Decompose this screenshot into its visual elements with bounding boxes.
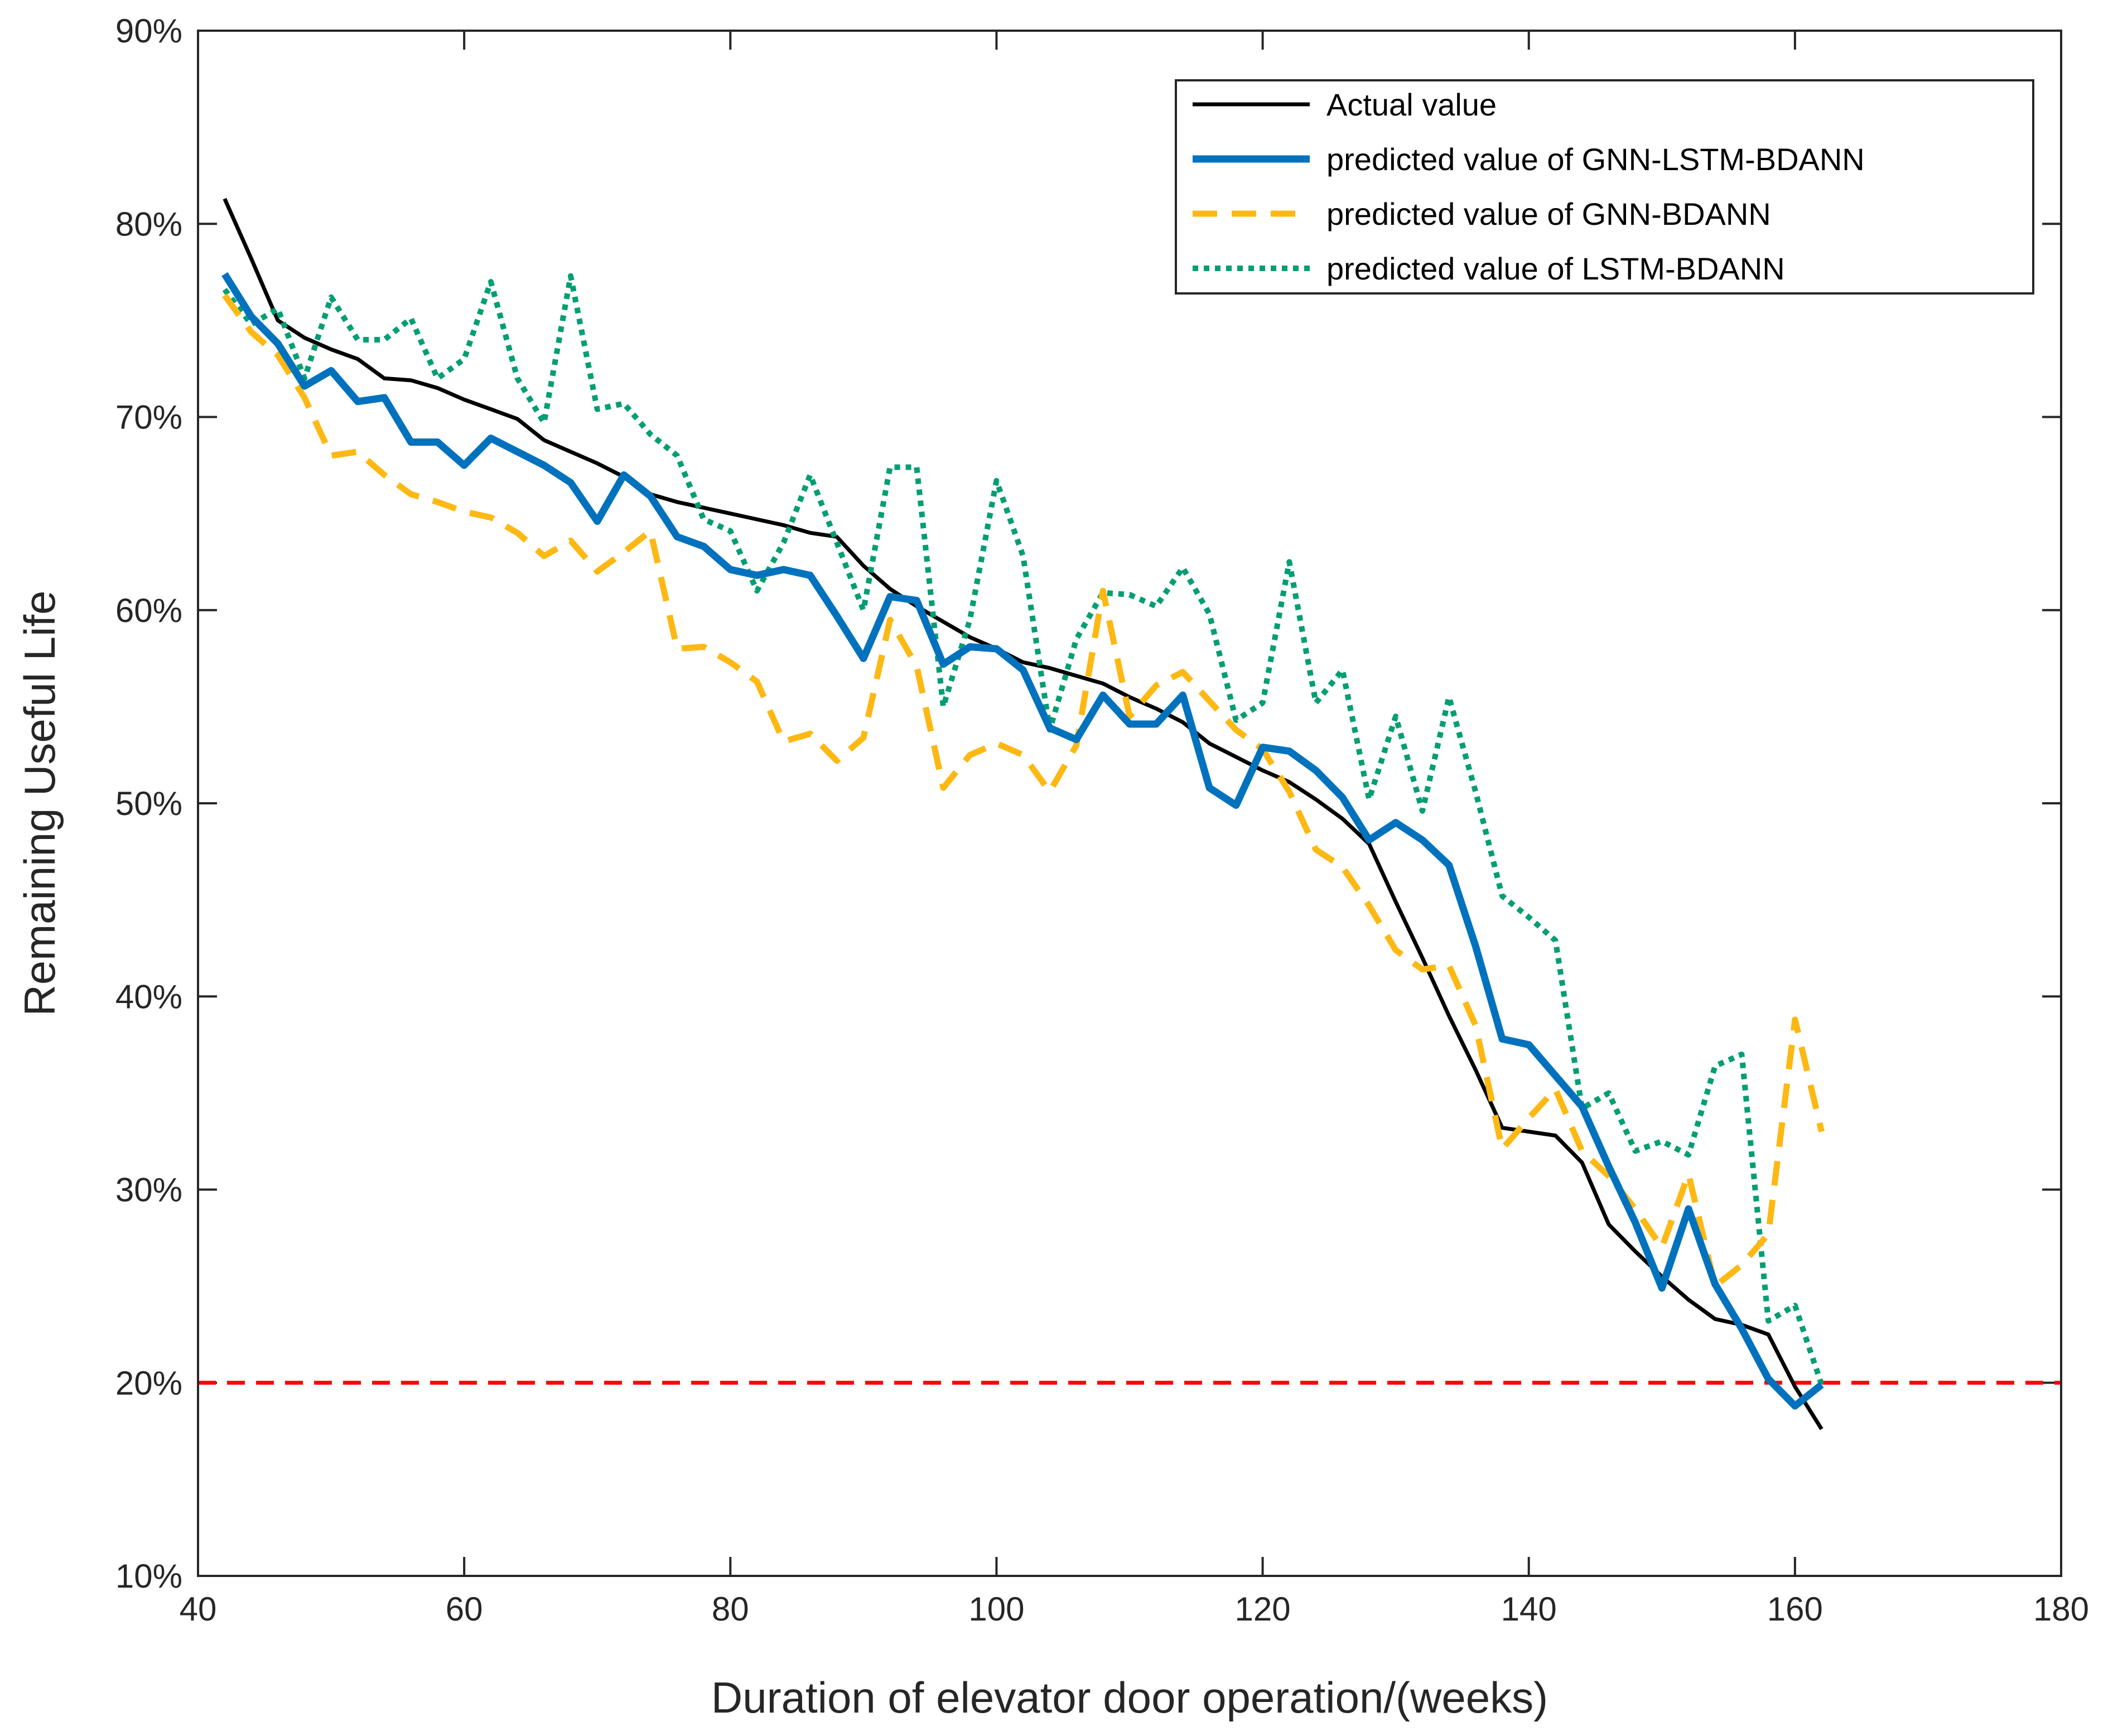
x-tick-label: 140 [1501, 1590, 1557, 1628]
y-tick-label: 40% [115, 978, 182, 1015]
legend: Actual value predicted value of GNN-LSTM-… [1175, 79, 2034, 295]
legend-label: predicted value of GNN-LSTM-BDANN [1326, 142, 1865, 177]
legend-label: predicted value of LSTM-BDANN [1326, 251, 1785, 286]
series-line-3 [222, 273, 1825, 1386]
y-tick-label: 80% [115, 205, 182, 243]
x-tick-label: 60 [446, 1590, 483, 1628]
legend-label: Actual value [1326, 87, 1497, 122]
y-axis-ticks: 10% 20% 30% 40% 50% 60% 70% 80% 90% [115, 12, 2061, 1595]
x-tick-label: 160 [1767, 1590, 1823, 1628]
x-tick-label: 80 [712, 1590, 749, 1628]
y-tick-label: 50% [115, 785, 182, 822]
x-tick-label: 40 [180, 1590, 217, 1628]
y-tick-label: 10% [115, 1557, 182, 1595]
x-tick-label: 100 [968, 1590, 1024, 1628]
y-axis-label: Remaining Useful Life [15, 590, 64, 1016]
axes-frame [197, 30, 2062, 1577]
x-tick-label: 180 [2033, 1590, 2089, 1628]
legend-box [1175, 79, 2034, 295]
y-tick-label: 20% [115, 1364, 182, 1402]
series-line-1 [221, 272, 1824, 1410]
series-line-2 [222, 293, 1825, 1290]
x-axis-label: Duration of elevator door operation/(wee… [711, 1673, 1548, 1722]
y-tick-label: 30% [115, 1171, 182, 1209]
y-tick-label: 70% [115, 399, 182, 436]
y-tick-label: 60% [115, 592, 182, 629]
series-line-0 [223, 197, 1823, 1430]
x-axis-ticks: 40 60 80 100 120 140 160 180 [180, 31, 2089, 1628]
x-tick-label: 120 [1235, 1590, 1291, 1628]
series-layer [221, 197, 1825, 1430]
y-tick-label: 90% [115, 12, 182, 50]
legend-label: predicted value of GNN-BDANN [1326, 196, 1771, 232]
